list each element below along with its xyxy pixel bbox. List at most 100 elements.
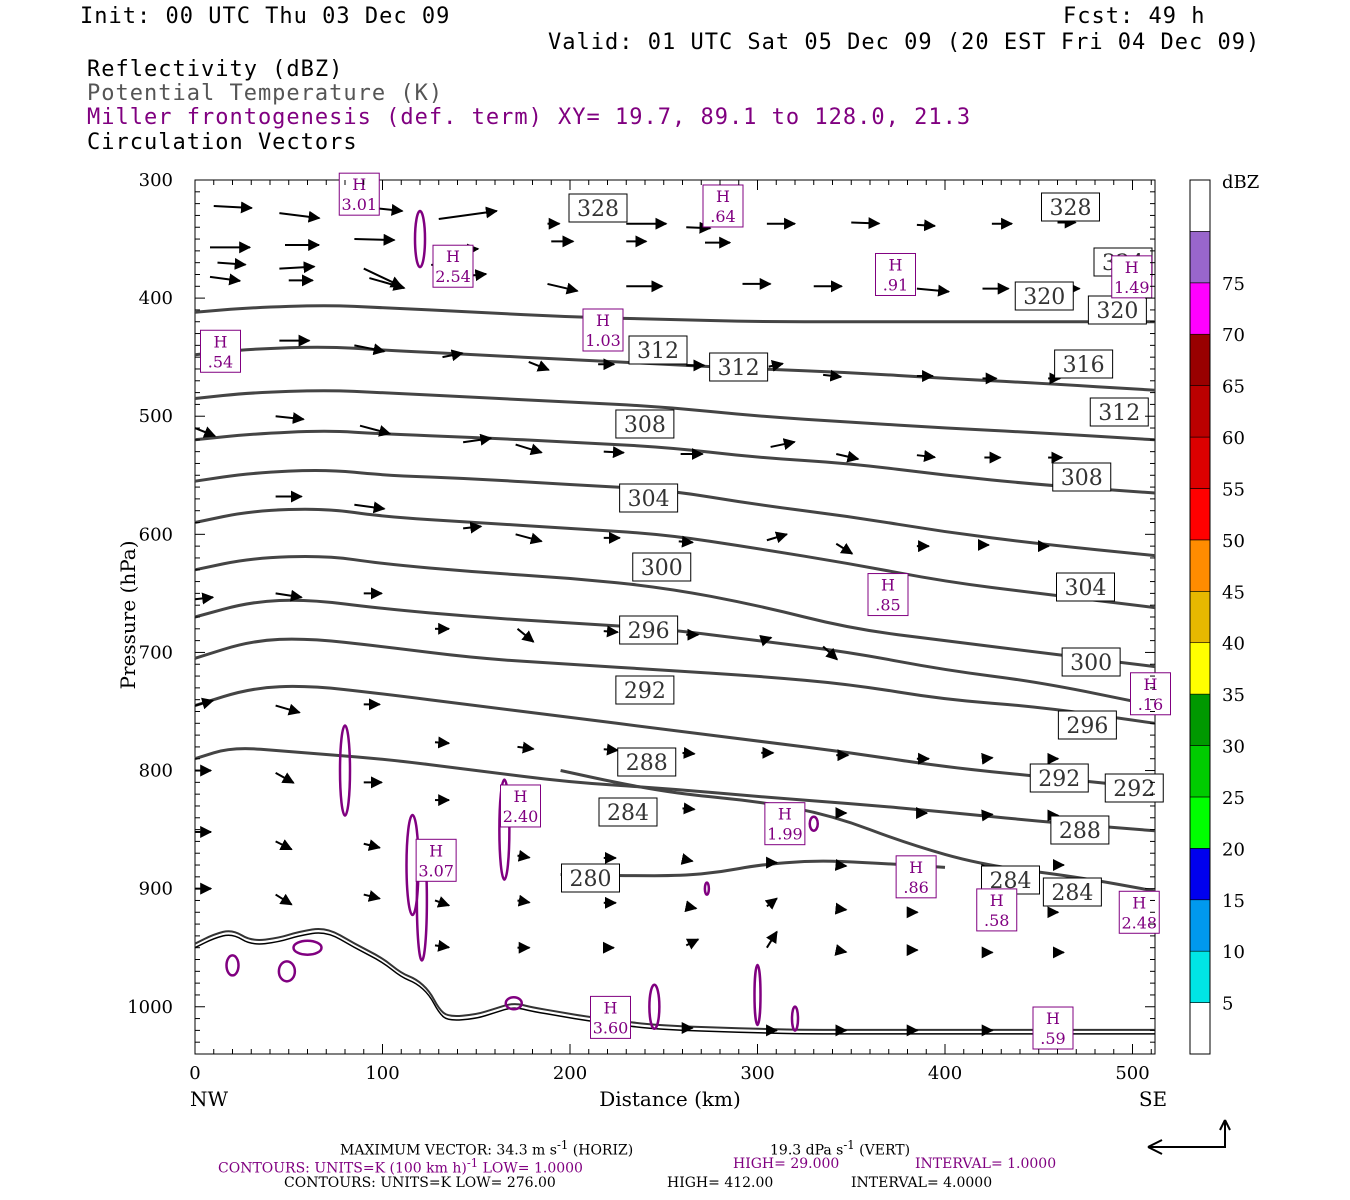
colorbar: 5 10 15 20 25 30 35 40 45 50 55 60 65 70 75 dBZ xyxy=(1189,172,1259,1055)
circulation-vector xyxy=(213,201,253,214)
max-vector-horiz: MAXIMUM VECTOR: 34.3 m s xyxy=(340,1142,557,1159)
x-tick-label: 400 xyxy=(928,1063,962,1084)
x-tick-label: 200 xyxy=(553,1063,587,1084)
circulation-vector xyxy=(275,589,303,602)
fronto-units: CONTOURS: UNITS=K (100 km h) xyxy=(218,1160,467,1177)
fronto-max-value: 1.03 xyxy=(585,331,621,350)
colorbar-cell xyxy=(1189,179,1211,232)
circulation-vector xyxy=(834,858,848,871)
circulation-vector xyxy=(275,893,293,906)
x-end-left: NW xyxy=(190,1087,229,1111)
frontogenesis-contour xyxy=(648,983,661,1031)
theta-label: 328 xyxy=(1050,196,1092,221)
circulation-vector xyxy=(354,343,386,356)
theta-high: HIGH= 412.00 xyxy=(667,1175,774,1191)
circulation-vector xyxy=(823,369,843,382)
colorbar-title: dBZ xyxy=(1222,172,1259,193)
theta-label-box xyxy=(568,193,628,223)
circulation-vector xyxy=(686,221,712,234)
init-time: Init: 00 UTC Thu 03 Dec 09 xyxy=(80,4,451,29)
circulation-vector xyxy=(682,802,696,815)
forecast-hour: Fcst: 49 h xyxy=(1063,4,1206,29)
theta-label-box xyxy=(1057,710,1117,740)
theta-label: 304 xyxy=(1065,576,1107,601)
fronto-max-box xyxy=(1111,255,1153,299)
theta-label: 300 xyxy=(641,556,683,581)
fronto-units-sup: -1 xyxy=(466,1156,479,1170)
theta-contour-304 xyxy=(194,555,1156,669)
colorbar-cell xyxy=(1189,1002,1211,1055)
y-tick-label: 1000 xyxy=(127,997,173,1018)
fronto-max-box xyxy=(1130,672,1171,716)
frontogenesis-contour xyxy=(413,209,427,269)
fronto-max-value: .58 xyxy=(984,911,1009,930)
colorbar-label: 50 xyxy=(1222,531,1245,552)
theta-label-box xyxy=(1061,647,1121,677)
circulation-vector xyxy=(680,853,694,865)
circulation-vector xyxy=(354,501,386,514)
colorbar-label: 20 xyxy=(1222,839,1245,860)
y-tick-label: 700 xyxy=(139,642,173,663)
x-axis-title: Distance (km) xyxy=(599,1087,741,1111)
frontogenesis-contour xyxy=(753,963,762,1027)
fronto-max-box xyxy=(582,308,624,352)
theta-label-box xyxy=(1014,281,1074,311)
theta-contour-288 xyxy=(194,747,1156,833)
colorbar-cell xyxy=(1189,950,1211,1003)
field-theta: Potential Temperature (K) xyxy=(87,81,444,106)
circulation-vector xyxy=(770,438,796,451)
theta-label: 312 xyxy=(637,339,679,364)
theta-label: 316 xyxy=(1063,353,1105,378)
fronto-max-letter: H xyxy=(596,311,610,330)
fronto-max-letter: H xyxy=(429,841,443,860)
circulation-vector xyxy=(275,703,301,716)
valid-time: Valid: 01 UTC Sat 05 Dec 09 (20 EST Fri … xyxy=(548,30,1261,55)
field-frontogenesis: Miller frontogenesis (def. term) xyxy=(87,105,543,130)
fronto-max-value: 3.60 xyxy=(593,1018,629,1037)
fronto-max-letter: H xyxy=(214,332,228,351)
fronto-max-box xyxy=(867,573,909,617)
x-tick-label: 0 xyxy=(189,1063,200,1084)
y-tick-label: 400 xyxy=(139,288,173,309)
colorbar-frame xyxy=(1189,179,1211,1055)
circulation-vector xyxy=(547,282,579,295)
circulation-vector xyxy=(438,206,498,220)
frontogenesis-contour xyxy=(498,778,511,881)
theta-label-box xyxy=(617,747,677,777)
fronto-interval: INTERVAL= 1.0000 xyxy=(915,1156,1057,1172)
max-vector-line: MAXIMUM VECTOR: 34.3 m s-1 (HORIZ) xyxy=(340,1138,633,1159)
frontogenesis-contour xyxy=(292,939,323,956)
cross-section-endpoints: XY= 19.7, 89.1 to 128.0, 21.3 xyxy=(558,105,972,130)
colorbar-label: 15 xyxy=(1222,891,1245,912)
fronto-max-box xyxy=(200,329,241,373)
circulation-vector xyxy=(275,412,305,425)
theta-label-box xyxy=(598,797,658,827)
fronto-max-letter: H xyxy=(716,187,730,206)
fronto-max-letter: H xyxy=(881,576,895,595)
fronto-max-box xyxy=(764,802,806,846)
theta-label: 280 xyxy=(570,867,612,892)
circulation-vector xyxy=(517,741,535,754)
colorbar-cell xyxy=(1189,590,1211,644)
max-vector-horiz-unit: (HORIZ) xyxy=(568,1142,634,1159)
max-vector-vert-sup: -1 xyxy=(843,1138,855,1152)
theta-contour-316 xyxy=(194,429,1156,495)
circulation-vector xyxy=(836,450,860,463)
fronto-max-letter: H xyxy=(514,787,528,806)
circulation-vector xyxy=(516,628,535,643)
colorbar-label: 25 xyxy=(1222,788,1245,809)
colorbar-cell xyxy=(1189,693,1211,746)
fronto-max-box xyxy=(590,995,631,1039)
theta-label-box xyxy=(619,615,679,645)
colorbar-cell xyxy=(1189,333,1211,386)
axes: 300 400 500 600 700 800 900 1000 0 100 200 300 400 50… xyxy=(116,170,1167,1111)
theta-contour-320 xyxy=(194,389,1156,442)
circulation-vector xyxy=(463,521,483,534)
frontogenesis-contour xyxy=(338,724,352,817)
theta-label-box xyxy=(709,352,769,382)
fronto-max-letter: H xyxy=(1125,258,1139,277)
theta-label: 320 xyxy=(1023,285,1065,310)
theta-label: 292 xyxy=(624,679,666,704)
circulation-vector xyxy=(981,809,994,822)
y-tick-label: 500 xyxy=(139,406,173,427)
